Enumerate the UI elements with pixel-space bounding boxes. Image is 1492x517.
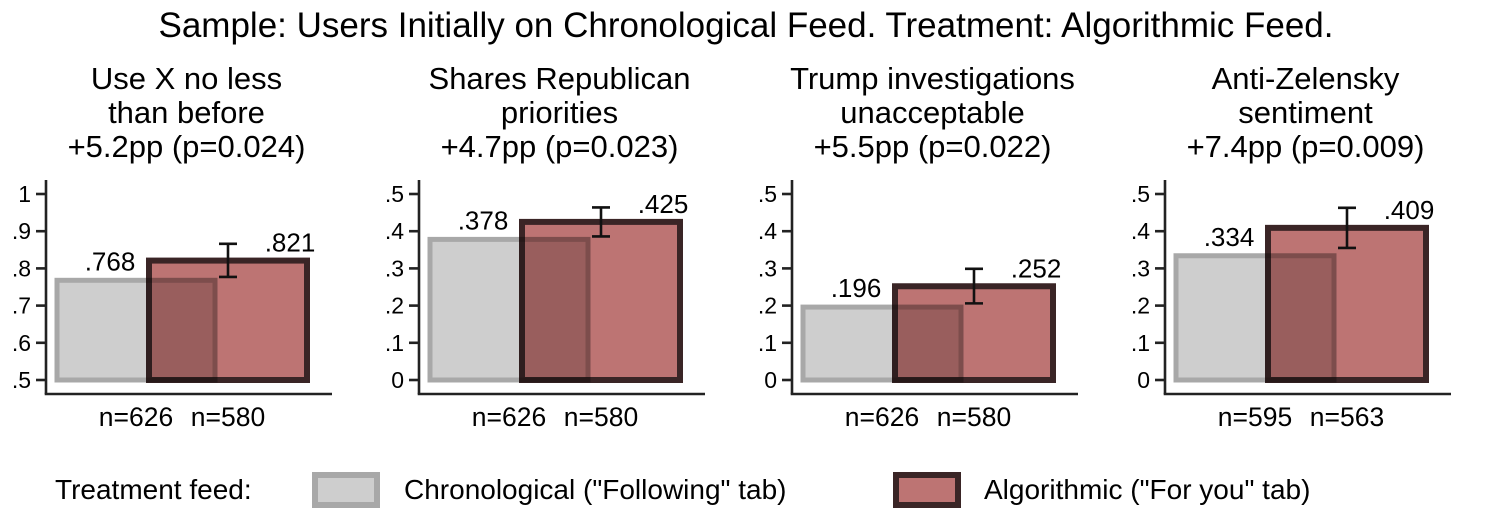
bar-algorithmic (519, 218, 683, 384)
y-tick-label: .4 (758, 218, 777, 244)
panel-trump-investigations: Trump investigations unacceptable +5.5pp… (746, 62, 1119, 438)
y-tick-label: .4 (385, 218, 404, 244)
bar-algorithmic (146, 257, 310, 383)
panel-title: Anti-Zelensky sentiment +7.4pp (p=0.009) (1119, 62, 1492, 168)
value-label-chronological: .378 (458, 205, 509, 235)
y-tick-label: .5 (758, 181, 777, 207)
panel-republican-priorities: Shares Republican priorities +4.7pp (p=0… (373, 62, 746, 438)
n-label-chronological: n=626 (99, 402, 173, 432)
panel-title-line: than before (108, 95, 265, 130)
value-label-chronological: .196 (831, 273, 882, 303)
panel-title-line: Anti-Zelensky (1211, 61, 1400, 96)
panel-title-line: Use X no less (90, 61, 283, 96)
panel-title: Use X no less than before +5.2pp (p=0.02… (0, 62, 373, 168)
panel-title-line: sentiment (1238, 95, 1373, 130)
legend-swatch-chronological (312, 472, 380, 508)
value-label-chronological: .768 (85, 246, 136, 276)
panel-title-line: priorities (500, 95, 619, 130)
panel-title-line: unacceptable (840, 95, 1025, 130)
value-label-algorithmic: .252 (1011, 253, 1062, 283)
y-tick-label: 0 (391, 367, 404, 393)
n-label-algorithmic: n=563 (1310, 402, 1384, 432)
panel-anti-zelensky: Anti-Zelensky sentiment +7.4pp (p=0.009)… (1119, 62, 1492, 438)
n-label-algorithmic: n=580 (564, 402, 638, 432)
value-label-algorithmic: .821 (265, 228, 316, 258)
legend-item-chronological: Chronological ("Following" tab) (404, 474, 787, 505)
panel-use-x: Use X no less than before +5.2pp (p=0.02… (0, 62, 373, 438)
y-tick-label: 1 (18, 181, 31, 207)
value-label-algorithmic: .425 (638, 189, 689, 219)
y-tick-label: .1 (1131, 330, 1150, 356)
y-tick-label: .3 (1131, 255, 1150, 281)
panel-chart-2: .5 .4 .3 .2 .1 0 .378 .425 n=626 n=580 (385, 180, 705, 432)
y-tick-label: 0 (764, 367, 777, 393)
n-label-algorithmic: n=580 (937, 402, 1011, 432)
panels-row: Use X no less than before +5.2pp (p=0.02… (0, 62, 1492, 438)
y-tick-label: .4 (1131, 218, 1150, 244)
y-tick-label: .1 (758, 330, 777, 356)
y-tick-label: 0 (1137, 367, 1150, 393)
legend-item-algorithmic: Algorithmic ("For you" tab) (984, 474, 1311, 505)
y-tick-label: .1 (385, 330, 404, 356)
y-tick-label: .3 (385, 255, 404, 281)
value-label-chronological: .334 (1204, 222, 1255, 252)
panel-chart-1: 1 .9 .8 .7 .6 .5 .768 .821 n=626 n=580 (12, 180, 332, 432)
panel-chart-4: .5 .4 .3 .2 .1 0 .334 .409 n=595 n=563 (1131, 180, 1451, 432)
y-tick-label: .5 (385, 181, 404, 207)
panel-title-line: Trump investigations (790, 61, 1075, 96)
panel-title-line: Shares Republican (428, 61, 691, 96)
legend-title: Treatment feed: (55, 474, 252, 505)
panel-title: Shares Republican priorities +4.7pp (p=0… (373, 62, 746, 168)
y-tick-label: .7 (12, 293, 31, 319)
panel-effect-label: +5.2pp (p=0.024) (67, 129, 306, 164)
y-tick-label: .6 (12, 330, 31, 356)
y-tick-label: .5 (1131, 181, 1150, 207)
value-label-algorithmic: .409 (1384, 195, 1435, 225)
y-tick-label: .2 (1131, 293, 1150, 319)
panel-chart-3: .5 .4 .3 .2 .1 0 .196 .252 n=626 n=580 (758, 180, 1078, 432)
bar-algorithmic (1265, 224, 1429, 383)
n-label-chronological: n=626 (472, 402, 546, 432)
y-tick-label: .2 (385, 293, 404, 319)
n-label-chronological: n=626 (845, 402, 919, 432)
panel-effect-label: +5.5pp (p=0.022) (813, 129, 1052, 164)
y-tick-label: .5 (12, 367, 31, 393)
y-tick-label: .3 (758, 255, 777, 281)
y-tick-label: .2 (758, 293, 777, 319)
n-label-chronological: n=595 (1218, 402, 1292, 432)
y-tick-label: .8 (12, 255, 31, 281)
panel-effect-label: +4.7pp (p=0.023) (440, 129, 679, 164)
figure-title: Sample: Users Initially on Chronological… (158, 6, 1334, 45)
legend: Treatment feed: Chronological ("Followin… (0, 460, 1492, 517)
n-label-algorithmic: n=580 (191, 402, 265, 432)
panel-effect-label: +7.4pp (p=0.009) (1186, 129, 1425, 164)
y-tick-label: .9 (12, 218, 31, 244)
legend-swatch-algorithmic (893, 472, 961, 508)
panel-title: Trump investigations unacceptable +5.5pp… (746, 62, 1119, 168)
